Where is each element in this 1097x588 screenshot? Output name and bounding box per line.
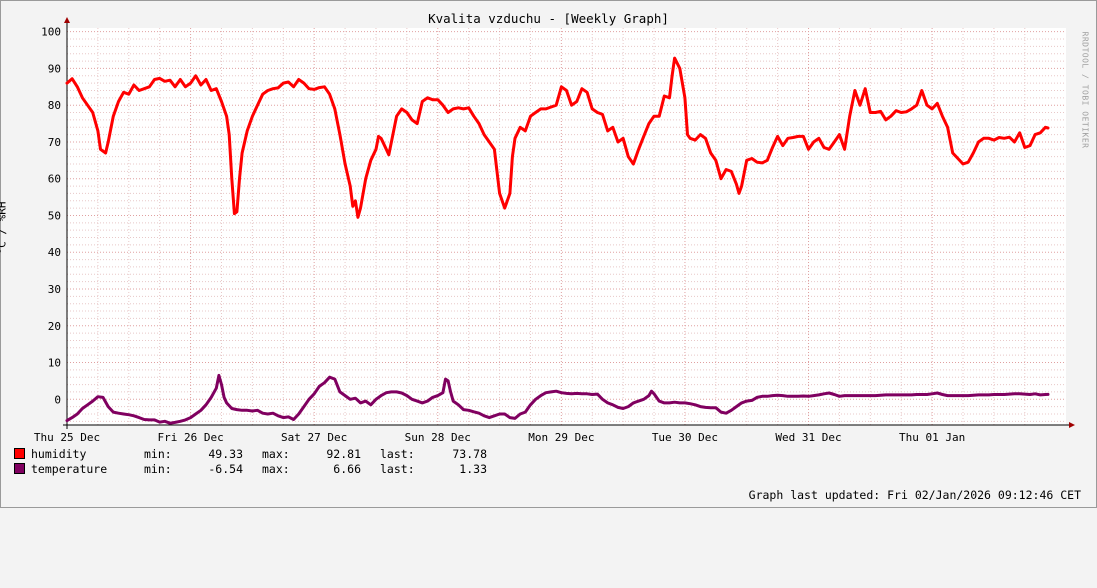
y-tick-label: 20 xyxy=(48,320,61,333)
y-tick-label: 50 xyxy=(48,209,61,222)
y-tick-label: 40 xyxy=(48,246,61,259)
legend-max-value: 92.81 xyxy=(326,447,361,461)
y-tick-label: 0 xyxy=(54,393,61,406)
legend-min-label: min: xyxy=(144,462,172,476)
legend-row-humidity: humidity min: 49.33 max: 92.81 last: 73.… xyxy=(14,447,487,461)
legend-max-label: max: xyxy=(262,447,290,461)
y-tick-label: 70 xyxy=(48,136,61,149)
legend-item-temperature: temperature xyxy=(14,462,107,476)
x-tick-label: Thu 01 Jan xyxy=(899,431,965,444)
y-tick-label: 100 xyxy=(41,26,61,39)
legend-last-label: last: xyxy=(380,462,415,476)
series-line-humidity xyxy=(65,56,1050,219)
x-tick-label: Wed 31 Dec xyxy=(775,431,841,444)
chart-title: Kvalita vzduchu - [Weekly Graph] xyxy=(428,11,669,26)
y-tick-label: 90 xyxy=(48,62,61,75)
series-line-temperature xyxy=(65,373,1050,425)
legend-max-label: max: xyxy=(262,462,290,476)
legend-min-value: 49.33 xyxy=(208,447,243,461)
chart-canvas: 0 10 20 30 40 50 60 70 80 90 100 Thu 25 Dec Fri 26 D… xyxy=(34,17,1075,444)
legend-min-label: min: xyxy=(144,447,172,461)
legend-swatch-humidity xyxy=(14,448,25,459)
legend-name: humidity xyxy=(31,447,87,461)
x-tick-label: Sun 28 Dec xyxy=(405,431,471,444)
legend-last-value: 73.78 xyxy=(452,447,487,461)
legend-item-humidity: humidity xyxy=(14,447,86,461)
x-tick-label: Sat 27 Dec xyxy=(281,431,347,444)
last-updated-text: Graph last updated: Fri 02/Jan/2026 09:1… xyxy=(748,488,1081,502)
legend-last-value: 1.33 xyxy=(459,462,487,476)
legend-swatch-temperature xyxy=(14,463,25,474)
legend-last-label: last: xyxy=(380,447,415,461)
legend-min-value: -6.54 xyxy=(208,462,243,476)
x-tick-label: Mon 29 Dec xyxy=(528,431,594,444)
x-tick-label: Fri 26 Dec xyxy=(157,431,223,444)
y-tick-label: 30 xyxy=(48,283,61,296)
legend-name: temperature xyxy=(31,462,108,476)
x-tick-label: Thu 25 Dec xyxy=(34,431,100,444)
y-axis-arrow xyxy=(64,17,70,23)
x-tick-label: Tue 30 Dec xyxy=(652,431,718,444)
x-axis-arrow xyxy=(1069,422,1075,428)
legend-row-temperature: temperature min: -6.54 max: 6.66 last: 1… xyxy=(14,462,487,476)
y-tick-label: 10 xyxy=(48,357,61,370)
y-tick-label: 80 xyxy=(48,99,61,112)
legend-max-value: 6.66 xyxy=(333,462,361,476)
y-tick-label: 60 xyxy=(48,173,61,186)
